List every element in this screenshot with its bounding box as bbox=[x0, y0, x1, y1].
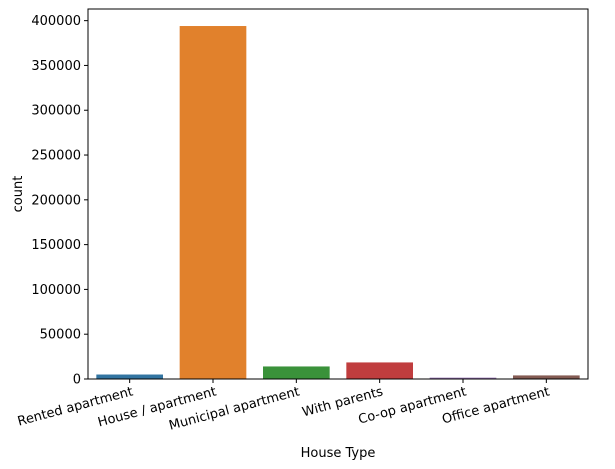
bars-group bbox=[96, 26, 580, 380]
y-tick-label: 50000 bbox=[40, 328, 81, 343]
bar-co-op-apartment bbox=[429, 377, 497, 379]
plot-frame bbox=[87, 8, 589, 380]
bar-house-apartment bbox=[179, 26, 247, 380]
y-tick-label: 300000 bbox=[31, 104, 81, 119]
y-axis-ticks: 0 50000 100000 150000 200000 250000 300000 3500… bbox=[31, 14, 88, 388]
bar-with-parents bbox=[346, 362, 413, 379]
y-tick-label: 400000 bbox=[31, 14, 81, 29]
y-tick-label: 150000 bbox=[31, 238, 81, 253]
bar-municipal-apartment bbox=[263, 366, 330, 379]
y-tick-label: 250000 bbox=[31, 149, 81, 164]
y-tick-label: 350000 bbox=[31, 59, 81, 74]
y-tick-label: 0 bbox=[73, 373, 81, 388]
bar-rented-apartment bbox=[96, 374, 163, 379]
bar-office-apartment bbox=[513, 375, 580, 379]
y-tick-label: 100000 bbox=[31, 283, 81, 298]
y-tick-label: 200000 bbox=[31, 193, 81, 208]
y-axis-label: count bbox=[11, 176, 26, 213]
x-axis-label: House Type bbox=[301, 446, 376, 461]
